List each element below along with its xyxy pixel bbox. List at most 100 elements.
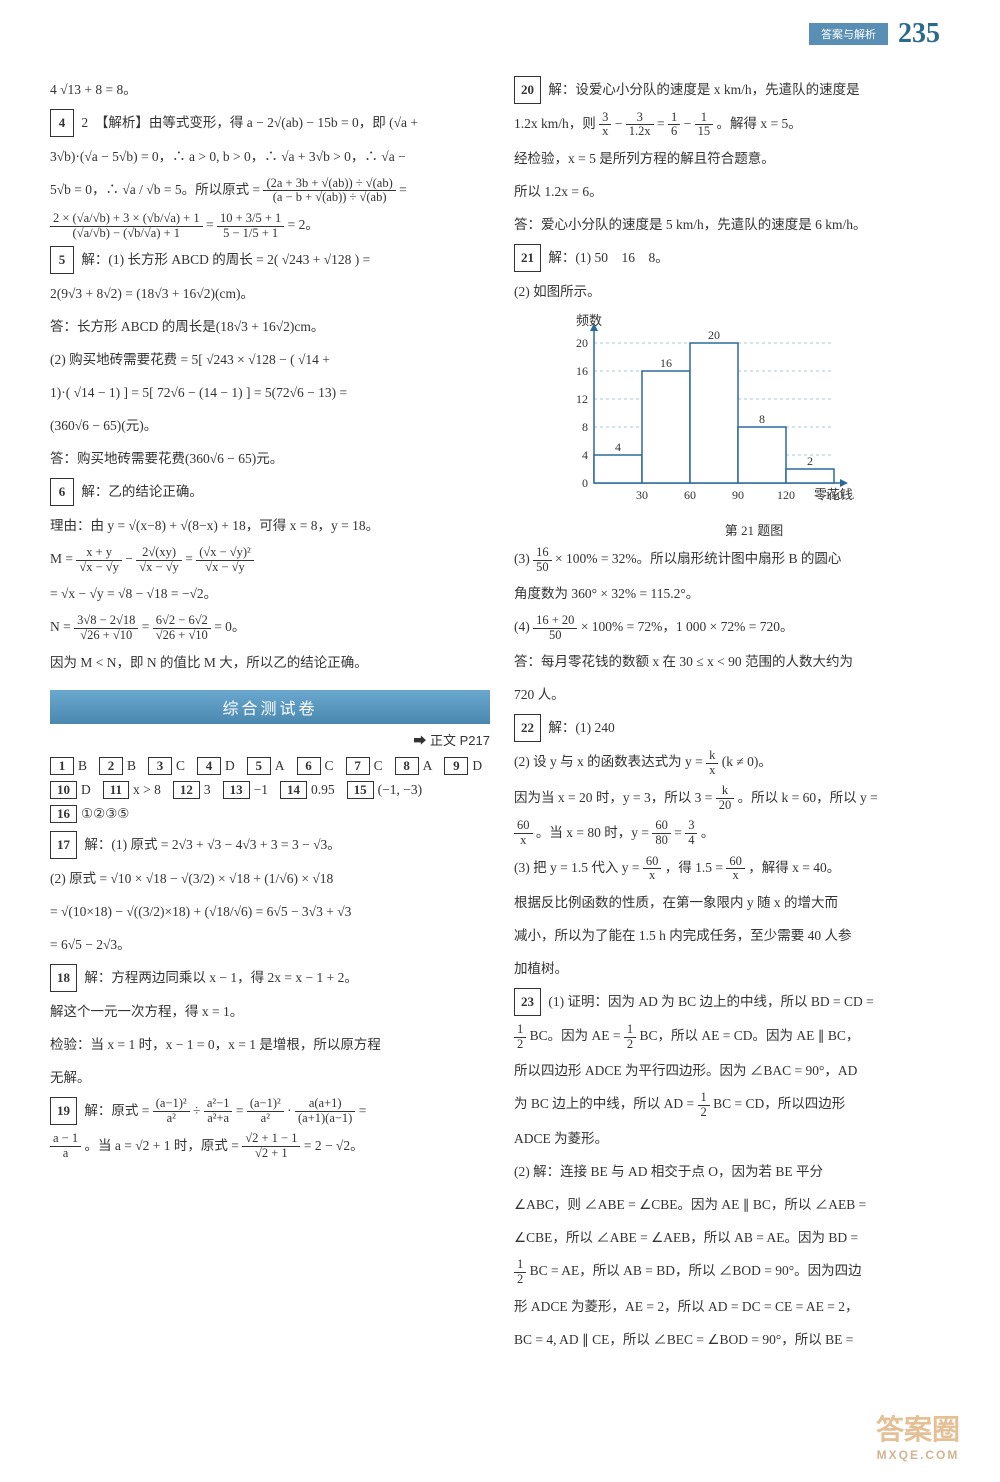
answer-value: (−1, −3)	[378, 782, 422, 798]
q23-l3: 所以四边形 ADCE 为平行四边形。因为 ∠BAC = 90°，AD	[514, 1057, 954, 1084]
q22-number: 22	[514, 714, 541, 742]
q21-chart: 0481216203060901201504162082频数零花钱/元 第 21…	[554, 311, 954, 539]
answer-value: −1	[254, 782, 268, 798]
q5-l3: 答：长方形 ABCD 的周长是(18√3 + 16√2)cm。	[50, 313, 490, 340]
answer-number: 14	[280, 781, 307, 799]
q21-l3: (3) 1650 × 100% = 32%。所以扇形统计图中扇形 B 的圆心	[514, 545, 954, 574]
q18-l1: 18 解：方程两边同乘以 x − 1，得 2x = x − 1 + 2。	[50, 964, 490, 992]
answer-item: 5A	[247, 757, 285, 775]
answer-item: 16①②③⑤	[50, 805, 129, 823]
q4-ans: 2	[81, 115, 88, 130]
pre-line: 4 √13 + 8 = 8。	[50, 76, 490, 103]
svg-text:60: 60	[684, 488, 696, 502]
q6-number: 6	[50, 478, 74, 506]
q5-line1: 5 解：(1) 长方形 ABCD 的周长 = 2( √243 + √128 ) …	[50, 246, 490, 274]
svg-text:8: 8	[759, 412, 765, 426]
q22-l1: 22 解：(1) 240	[514, 714, 954, 742]
q20-l1: 20 解：设爱心小分队的速度是 x km/h，先遣队的速度是	[514, 76, 954, 104]
answer-number: 11	[103, 781, 129, 799]
svg-text:12: 12	[576, 392, 588, 406]
q5-l5: 1)·( √14 − 1) ] = 5[ 72√6 − (14 − 1) ] =…	[50, 379, 490, 406]
q6-l6: 因为 M < N，即 N 的值比 M 大，所以乙的结论正确。	[50, 649, 490, 676]
answer-item: 13−1	[223, 781, 268, 799]
q4-t1: 【解析】由等式变形，得 a − 2√(ab) − 15b = 0，即 (√a +	[95, 115, 418, 130]
q22-l3: 因为当 x = 20 时，y = 3，所以 3 = k20 。所以 k = 60…	[514, 784, 954, 813]
answer-item: 4D	[197, 757, 235, 775]
q22-l6: 根据反比例函数的性质，在第一象限内 y 随 x 的增大而	[514, 889, 954, 916]
q21-l5: (4) 16 + 2050 × 100% = 72%，1 000 × 72% =…	[514, 613, 954, 642]
answer-item: 9D	[444, 757, 482, 775]
answer-number: 8	[395, 757, 419, 775]
answer-number: 5	[247, 757, 271, 775]
svg-text:零花钱/元: 零花钱/元	[814, 487, 854, 502]
q23-l4: 为 BC 边上的中线，所以 AD = 12 BC = CD，所以四边形	[514, 1090, 954, 1119]
watermark: 答案圈 MXQE.COM	[876, 1408, 960, 1462]
q21-l4: 角度数为 360° × 32% = 115.2°。	[514, 580, 954, 607]
answer-value: A	[275, 758, 285, 774]
q22-l4: 60x 。当 x = 80 时，y = 6080 = 34 。	[514, 819, 954, 848]
q18-number: 18	[50, 964, 77, 992]
watermark-main: 答案圈	[876, 1414, 960, 1445]
answer-value: C	[325, 758, 334, 774]
answer-number: 13	[223, 781, 250, 799]
q21-l6: 答：每月零花钱的数额 x 在 30 ≤ x < 90 范围的人数大约为	[514, 648, 954, 675]
answer-item: 8A	[395, 757, 433, 775]
q5-l6: (360√6 − 65)(元)。	[50, 412, 490, 439]
q4-line4: 2 × (√a/√b) + 3 × (√b/√a) + 1 (√a/√b) − …	[50, 211, 490, 240]
answer-number: 7	[346, 757, 370, 775]
q22-l2: (2) 设 y 与 x 的函数表达式为 y = kx (k ≠ 0)。	[514, 748, 954, 777]
answer-value: 0.95	[311, 782, 335, 798]
svg-text:0: 0	[582, 476, 588, 490]
q6-l5: N = 3√8 − 2√18√26 + √10 = 6√2 − 6√2√26 +…	[50, 613, 490, 642]
svg-text:16: 16	[576, 364, 588, 378]
svg-text:20: 20	[576, 336, 588, 350]
q17-l4: = 6√5 − 2√3。	[50, 931, 490, 958]
page-header: 答案与解析 235	[809, 18, 940, 50]
q20-l5: 答：爱心小分队的速度是 5 km/h，先遣队的速度是 6 km/h。	[514, 211, 954, 238]
answer-value: ①②③⑤	[81, 806, 129, 822]
left-column: 4 √13 + 8 = 8。 4 2 【解析】由等式变形，得 a − 2√(ab…	[50, 70, 490, 1359]
q21-l7: 720 人。	[514, 681, 954, 708]
q23-l7: ∠ABC，则 ∠ABE = ∠CBE。因为 AE ∥ BC，所以 ∠AEB =	[514, 1191, 954, 1218]
answer-item: 11x > 8	[103, 781, 161, 799]
watermark-sub: MXQE.COM	[876, 1448, 960, 1462]
answer-number: 4	[197, 757, 221, 775]
q21-l1: 21 解：(1) 50 16 8。	[514, 244, 954, 272]
answer-number: 6	[297, 757, 321, 775]
answer-item: 3C	[148, 757, 185, 775]
q22-l7: 减小，所以为了能在 1.5 h 内完成任务，至少需要 40 人参	[514, 922, 954, 949]
svg-text:20: 20	[708, 328, 720, 342]
q21-number: 21	[514, 244, 541, 272]
q17-l3: = √(10×18) − √((3/2)×18) + (√18/√6) = 6√…	[50, 898, 490, 925]
answer-item: 140.95	[280, 781, 335, 799]
svg-text:频数: 频数	[576, 313, 602, 328]
answer-value: D	[472, 758, 482, 774]
answer-item: 6C	[297, 757, 334, 775]
answer-value: 3	[204, 782, 211, 798]
q21-l2: (2) 如图所示。	[514, 278, 954, 305]
svg-text:8: 8	[582, 420, 588, 434]
answer-number: 12	[173, 781, 200, 799]
svg-text:120: 120	[777, 488, 795, 502]
q5-number: 5	[50, 246, 74, 274]
q17-l1: 17 解：(1) 原式 = 2√3 + √3 − 4√3 + 3 = 3 − √…	[50, 831, 490, 859]
q22-l8: 加植树。	[514, 955, 954, 982]
answer-number: 2	[99, 757, 123, 775]
q19-l1: 19 解：原式 = (a−1)²a² ÷ a²−1a²+a = (a−1)²a²…	[50, 1097, 490, 1126]
answer-number: 15	[347, 781, 374, 799]
content-columns: 4 √13 + 8 = 8。 4 2 【解析】由等式变形，得 a − 2√(ab…	[50, 70, 960, 1359]
answer-number: 3	[148, 757, 172, 775]
q23-l1: 23 (1) 证明：因为 AD 为 BC 边上的中线，所以 BD = CD =	[514, 988, 954, 1016]
answer-item: 15(−1, −3)	[347, 781, 422, 799]
answer-value: D	[225, 758, 235, 774]
q17-number: 17	[50, 831, 77, 859]
answer-number: 10	[50, 781, 77, 799]
q23-l6: (2) 解：连接 BE 与 AD 相交于点 O，因为若 BE 平分	[514, 1158, 954, 1185]
svg-text:16: 16	[660, 356, 672, 370]
q4-line2: 3√b)·(√a − 5√b) = 0，∴ a > 0, b > 0，∴ √a …	[50, 143, 490, 170]
q4-number: 4	[50, 109, 74, 137]
q18-l2: 解这个一元一次方程，得 x = 1。	[50, 998, 490, 1025]
page-number: 235	[898, 18, 940, 50]
header-badge: 答案与解析	[809, 23, 888, 45]
q22-l5: (3) 把 y = 1.5 代入 y = 60x ，得 1.5 = 60x ，解…	[514, 854, 954, 883]
